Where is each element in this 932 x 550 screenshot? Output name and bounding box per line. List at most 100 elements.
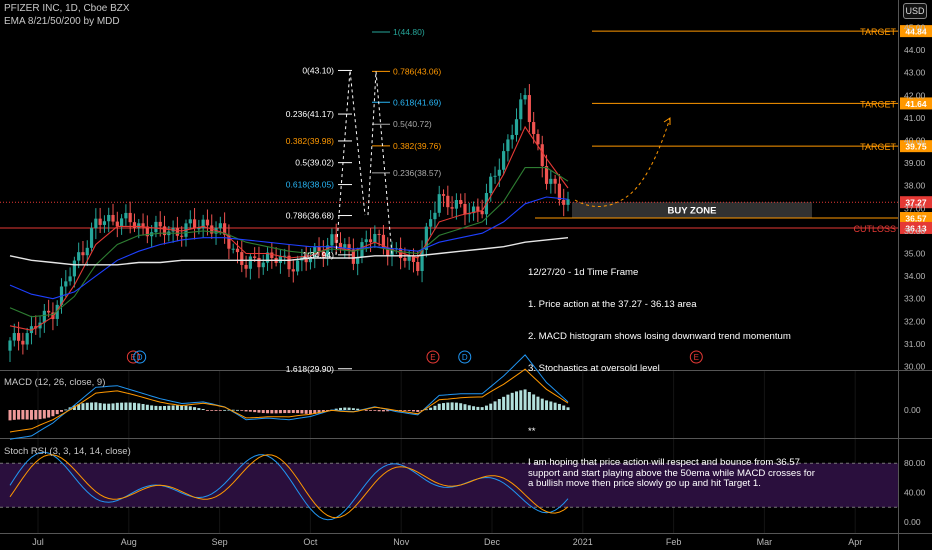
- candle-body: [128, 212, 132, 223]
- fib-trend-line: [367, 71, 393, 255]
- candle-body: [72, 260, 76, 277]
- candle-body: [201, 219, 205, 229]
- macd-histogram-bar: [188, 406, 192, 410]
- time-tick-label: Feb: [666, 537, 682, 547]
- macd-histogram-bar: [476, 406, 480, 410]
- price-tick-label: 37.00: [904, 203, 926, 213]
- candle-body: [8, 340, 12, 351]
- candle-body: [85, 247, 89, 256]
- macd-histogram-bar: [158, 406, 162, 410]
- candle-body: [162, 226, 167, 236]
- macd-histogram-bar: [386, 410, 390, 412]
- macd-histogram-bar: [240, 410, 244, 411]
- fib-label: 0(43.10): [302, 65, 334, 75]
- fib-label: 0.382(39.98): [286, 136, 334, 146]
- macd-histogram-bar: [145, 404, 149, 410]
- macd-histogram-bar: [510, 392, 514, 410]
- macd-histogram-bar: [549, 401, 553, 410]
- candle-body: [42, 310, 46, 323]
- candle-body: [566, 199, 570, 205]
- candle-body: [304, 257, 308, 263]
- candle-body: [450, 207, 454, 209]
- macd-histogram-bar: [377, 410, 381, 412]
- candle-body: [240, 252, 244, 265]
- candle-body: [411, 256, 416, 262]
- price-tag-label: 36.57: [905, 214, 927, 224]
- candle-body: [227, 234, 231, 249]
- time-tick-label: Dec: [484, 537, 501, 547]
- macd-label: MACD (12, 26, close, 9): [4, 377, 106, 388]
- macd-histogram-bar: [29, 410, 33, 420]
- candle-body: [197, 228, 201, 230]
- candle-body: [454, 200, 458, 209]
- candle-body: [326, 245, 330, 257]
- macd-histogram-bar: [313, 410, 317, 414]
- candle-body: [557, 183, 562, 201]
- candle-body: [338, 242, 343, 249]
- candle-body: [313, 246, 317, 257]
- macd-histogram-bar: [308, 410, 312, 415]
- macd-histogram-bar: [304, 410, 308, 414]
- event-marker: [133, 350, 147, 364]
- macd-histogram-bar: [55, 410, 59, 415]
- macd-histogram-bar: [480, 407, 484, 410]
- ema-line: [9, 167, 569, 318]
- candle-body: [25, 333, 29, 345]
- macd-histogram-bar: [132, 402, 136, 410]
- price-tag: [900, 221, 932, 234]
- macd-histogram-bar: [562, 405, 566, 410]
- candle-body: [68, 276, 72, 282]
- candle-body: [497, 169, 501, 176]
- price-tick-label: 43.00: [904, 68, 926, 78]
- fib-label: 0.382(39.76): [393, 141, 441, 151]
- macd-histogram-bar: [446, 402, 450, 410]
- macd-histogram-bar: [343, 407, 347, 410]
- candle-body: [308, 256, 313, 263]
- currency-button[interactable]: USD: [903, 3, 927, 19]
- level-label: CUTLOSS: [853, 224, 896, 234]
- macd-histogram-bar: [180, 405, 184, 410]
- candle-body: [180, 235, 184, 237]
- macd-histogram-bar: [339, 407, 343, 410]
- candle-body: [317, 246, 321, 252]
- time-tick-label: Oct: [303, 537, 318, 547]
- macd-histogram-bar: [167, 405, 171, 410]
- macd-histogram-bar: [416, 410, 420, 412]
- candle-body: [523, 95, 527, 100]
- note-line: **: [528, 425, 536, 437]
- candle-body: [471, 206, 476, 214]
- candle-body: [502, 151, 506, 170]
- price-tick-label: 40.00: [904, 136, 926, 146]
- price-tick-label: 38.00: [904, 181, 926, 191]
- price-tick-label: 39.00: [904, 158, 926, 168]
- projection-arrow: [663, 117, 671, 125]
- candle-body: [223, 223, 227, 235]
- candle-body: [381, 234, 386, 249]
- macd-histogram-bar: [274, 410, 278, 414]
- macd-histogram-bar: [85, 402, 89, 410]
- candle-body: [532, 122, 536, 135]
- macd-histogram-bar: [137, 403, 141, 410]
- macd-histogram-bar: [351, 408, 355, 410]
- fib-label: 0.5(40.72): [393, 119, 432, 129]
- candle-body: [562, 200, 566, 205]
- candle-body: [270, 252, 274, 258]
- candle-body: [21, 340, 25, 345]
- candle-body: [205, 219, 210, 226]
- candle-body: [441, 194, 446, 196]
- candle-body: [98, 218, 102, 225]
- candle-body: [283, 255, 287, 257]
- candle-body: [124, 212, 128, 219]
- price-tag: [900, 196, 932, 209]
- macd-histogram-bar: [115, 402, 119, 410]
- macd-histogram-bar: [270, 410, 274, 414]
- macd-histogram-bar: [411, 410, 415, 412]
- candle-body: [373, 233, 377, 243]
- event-label: E: [430, 353, 435, 362]
- macd-histogram-bar: [407, 410, 411, 411]
- candle-body: [115, 221, 119, 227]
- ema-line: [9, 237, 569, 266]
- macd-histogram-bar: [373, 410, 377, 411]
- candle-body: [145, 226, 149, 237]
